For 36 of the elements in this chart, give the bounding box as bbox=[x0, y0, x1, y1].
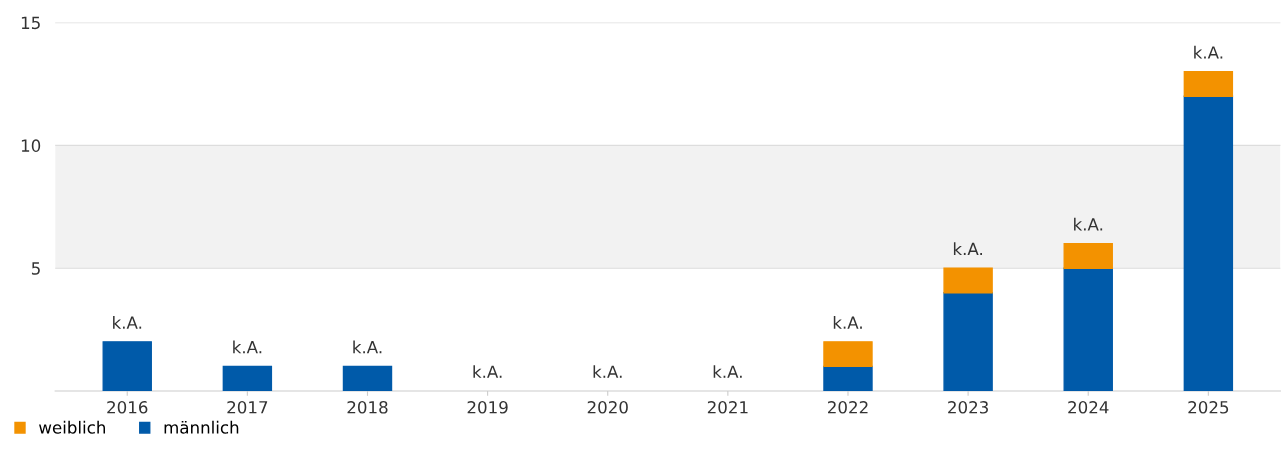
total-label: k.A. bbox=[353, 340, 382, 354]
x-tick-label: 2018 bbox=[347, 401, 388, 414]
y-tick-label: 5 bbox=[31, 262, 40, 275]
bar bbox=[1183, 71, 1234, 97]
bar bbox=[943, 267, 993, 294]
total-label: k.A. bbox=[473, 365, 502, 378]
x-tick-label: 2016 bbox=[107, 401, 148, 414]
x-tick-label: 2025 bbox=[1188, 401, 1229, 414]
bar bbox=[1183, 95, 1234, 391]
bar bbox=[222, 365, 273, 391]
total-label: k.A. bbox=[713, 365, 742, 378]
total-label: k.A. bbox=[233, 340, 262, 354]
legend-label: männlich bbox=[164, 420, 239, 434]
bar bbox=[823, 365, 873, 391]
total-label: k.A. bbox=[1194, 45, 1223, 59]
x-tick-label: 2022 bbox=[828, 401, 868, 414]
x-tick-label: 2019 bbox=[467, 401, 508, 414]
x-tick-label: 2021 bbox=[707, 401, 748, 414]
bar bbox=[342, 365, 393, 391]
y-tick-label: 15 bbox=[21, 16, 40, 30]
total-label: k.A. bbox=[953, 242, 982, 255]
bar bbox=[1063, 267, 1113, 391]
x-tick-label: 2020 bbox=[587, 401, 628, 414]
total-label: k.A. bbox=[1074, 217, 1103, 231]
total-label: k.A. bbox=[593, 365, 622, 378]
total-label: k.A. bbox=[833, 316, 862, 329]
y-tick-label: 10 bbox=[21, 139, 41, 152]
x-tick-label: 2017 bbox=[227, 401, 268, 414]
bar bbox=[102, 341, 152, 391]
bar bbox=[1063, 242, 1113, 269]
total-label: k.A. bbox=[113, 316, 142, 329]
legend-label: weiblich bbox=[39, 420, 105, 434]
x-tick-label: 2023 bbox=[948, 401, 988, 414]
bar bbox=[943, 292, 993, 391]
bar bbox=[823, 341, 873, 368]
x-tick-label: 2024 bbox=[1068, 401, 1109, 414]
